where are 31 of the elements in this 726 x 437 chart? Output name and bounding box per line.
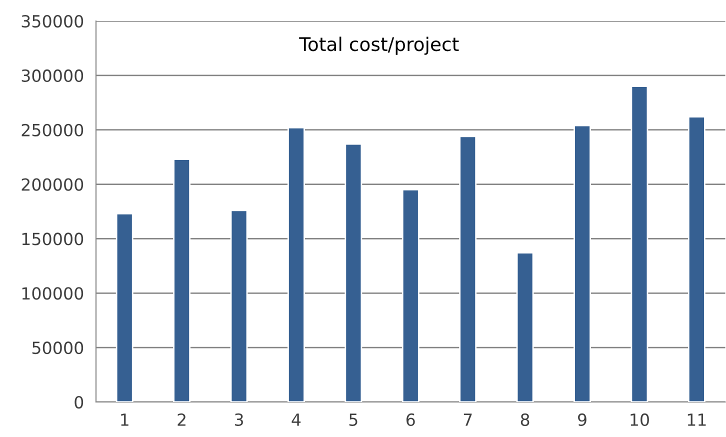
x-tick-label: 7	[464, 414, 472, 426]
x-tick-label: 6	[406, 413, 415, 426]
x-tick-label: 1	[121, 414, 128, 426]
y-tick-label: 50000	[32, 342, 84, 354]
x-tick-label: 10	[630, 413, 649, 426]
x-tick-label: 4	[292, 414, 301, 426]
x-tick-label: 5	[349, 414, 358, 426]
bar	[459, 136, 477, 402]
bar	[688, 116, 706, 402]
y-tick-label: 200000	[22, 178, 84, 191]
y-tick-label: 0	[74, 396, 84, 409]
bar	[574, 124, 591, 402]
bar	[230, 210, 248, 402]
x-tick-label: 11	[688, 414, 706, 426]
bar	[344, 143, 362, 402]
y-tick-label: 150000	[22, 232, 84, 246]
y-tick-label: 100000	[22, 287, 84, 300]
bar	[116, 212, 134, 402]
y-tick-label: 350000	[22, 14, 84, 28]
bar	[288, 126, 305, 402]
y-tick-label: 300000	[22, 69, 84, 82]
bar	[173, 158, 191, 402]
x-tick-label: 8	[520, 413, 530, 426]
x-tick-label: 9	[578, 413, 586, 426]
bar	[402, 189, 420, 402]
bar	[516, 252, 534, 402]
y-tick-label: 250000	[22, 124, 84, 136]
bar	[630, 86, 648, 402]
text: Total cost/project	[299, 36, 459, 55]
x-tick-label: 3	[234, 413, 243, 426]
x-tick-label: 2	[178, 413, 186, 426]
